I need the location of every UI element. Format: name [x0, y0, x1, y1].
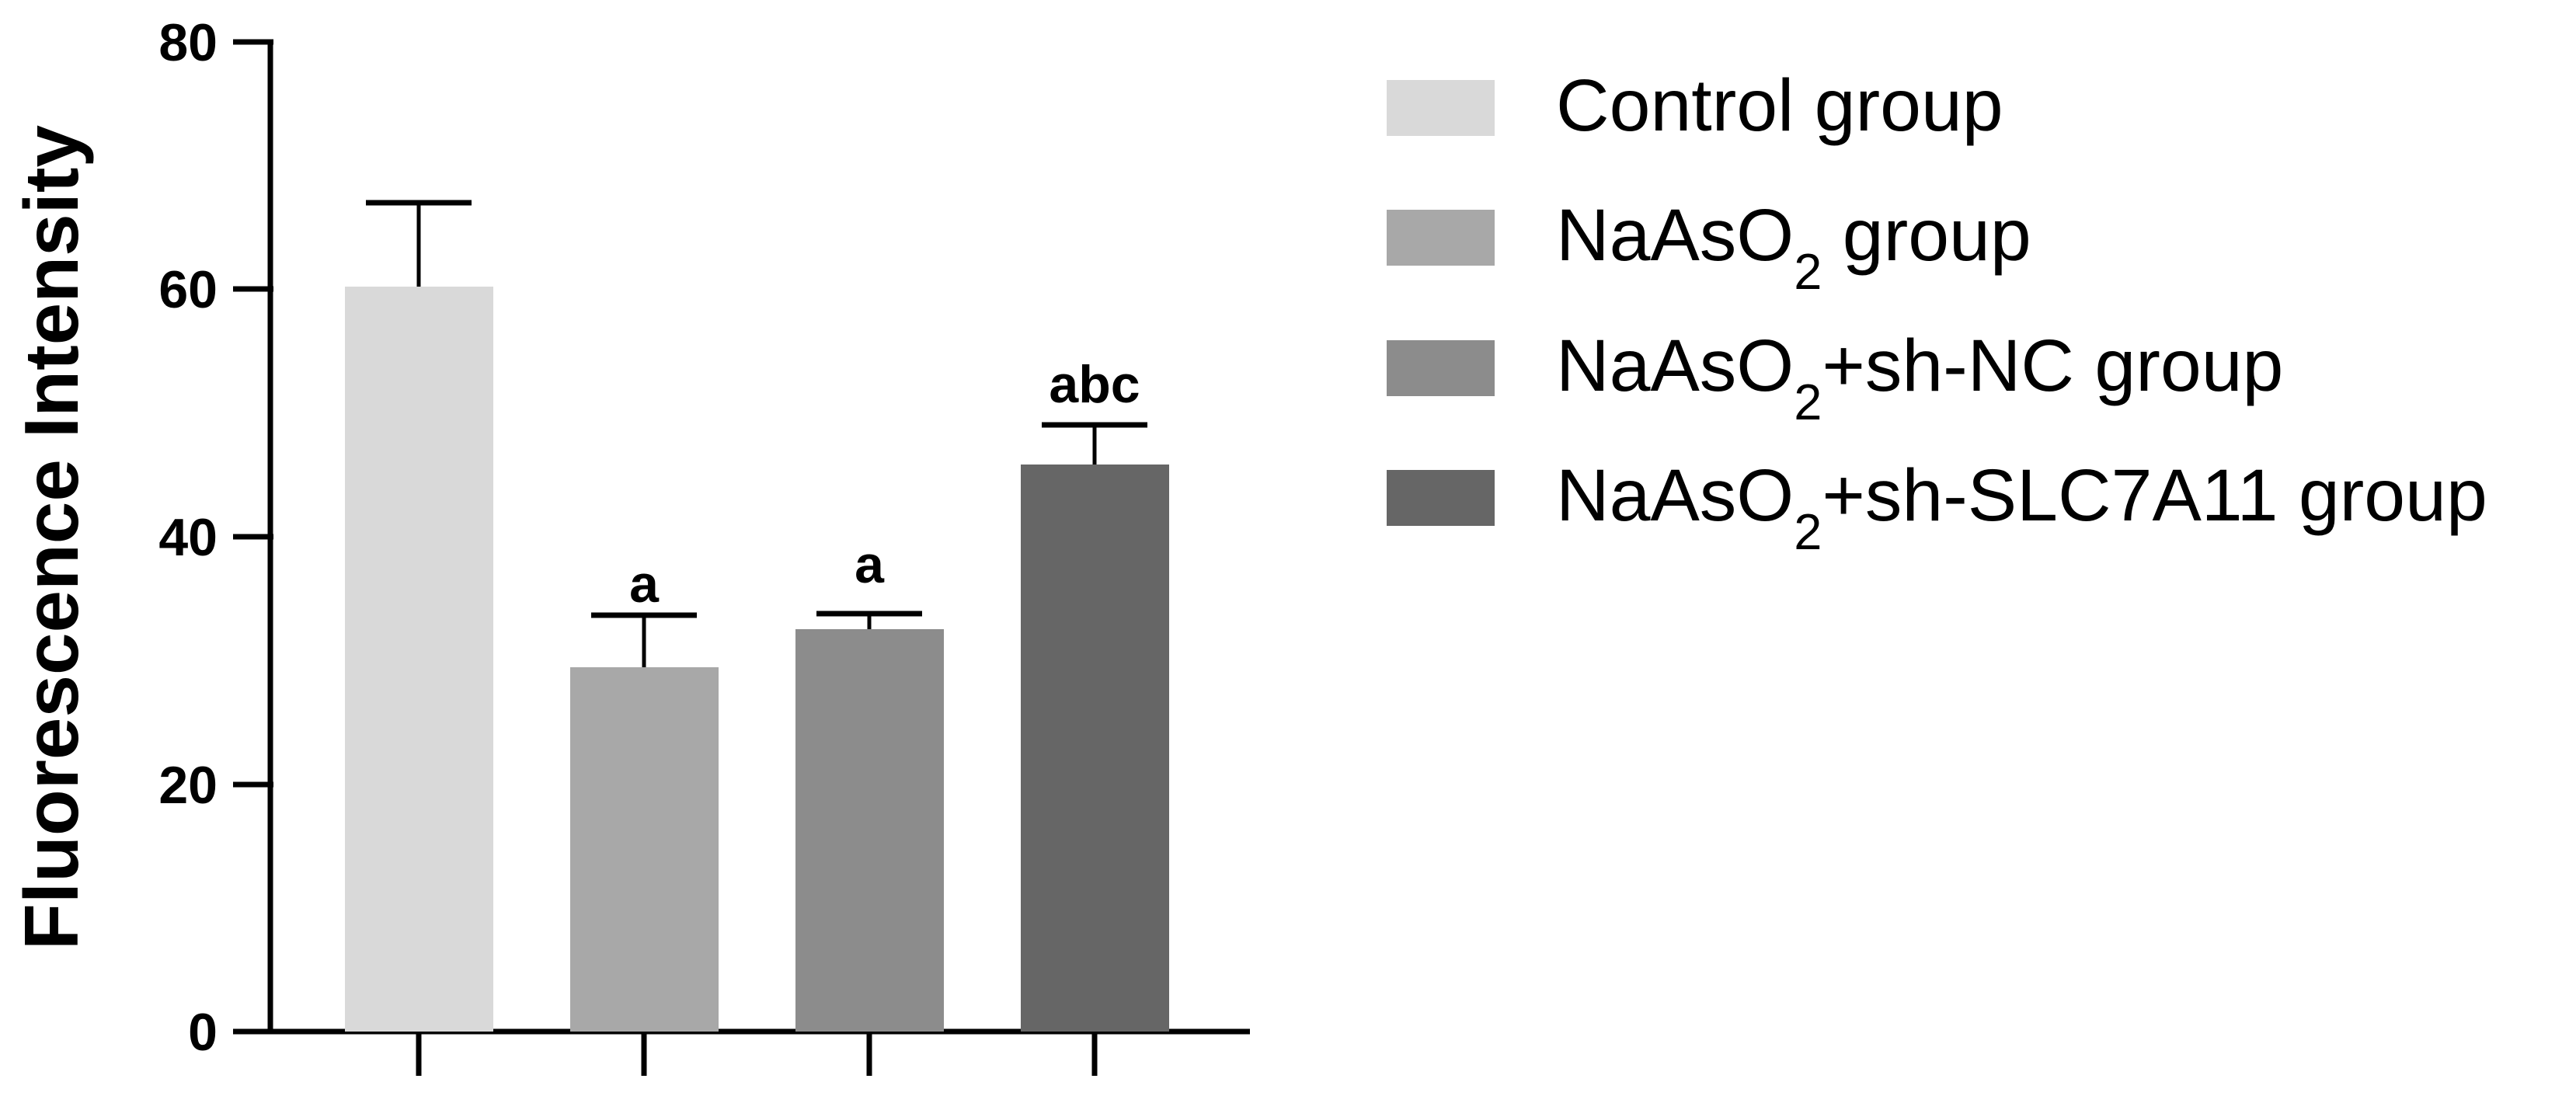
svg-text:0: 0 — [188, 1003, 218, 1062]
svg-text:Fluorescence Intensity: Fluorescence Intensity — [9, 125, 94, 950]
svg-text:a: a — [629, 555, 660, 614]
svg-text:40: 40 — [158, 508, 218, 567]
svg-text:80: 80 — [158, 13, 218, 72]
svg-text:abc: abc — [1049, 355, 1140, 414]
svg-text:60: 60 — [158, 260, 218, 319]
svg-text:a: a — [855, 535, 885, 594]
svg-text:20: 20 — [158, 756, 218, 815]
svg-text:Control group: Control group — [1556, 64, 2003, 147]
